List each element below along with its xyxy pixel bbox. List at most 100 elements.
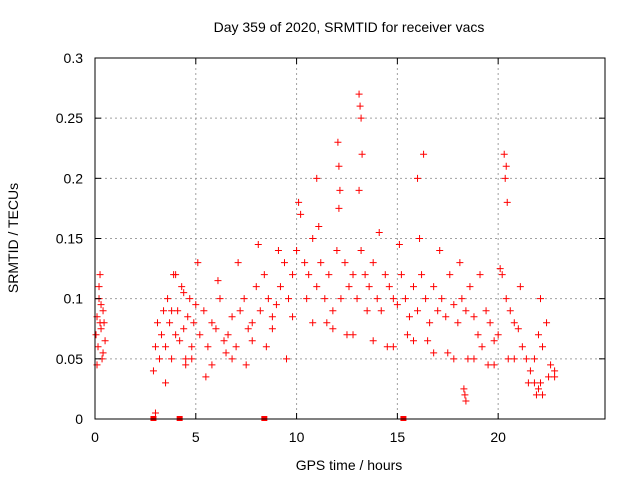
data-point <box>293 247 301 255</box>
data-point <box>514 325 522 333</box>
data-point <box>504 355 512 363</box>
data-point <box>381 271 389 279</box>
y-tick-label: 0.15 <box>56 231 83 247</box>
data-point <box>462 307 470 315</box>
data-point <box>416 235 424 242</box>
data-point <box>236 307 244 315</box>
data-point <box>276 283 284 291</box>
data-point <box>464 355 472 363</box>
data-point <box>524 379 532 387</box>
data-point <box>162 379 170 387</box>
data-point <box>539 391 547 399</box>
data-point <box>99 349 107 357</box>
data-point <box>248 337 256 345</box>
data-point <box>522 355 530 363</box>
data-point <box>458 295 466 303</box>
data-point <box>94 343 102 351</box>
data-point <box>461 391 469 399</box>
data-point <box>153 319 161 327</box>
data-point <box>160 307 168 315</box>
data-point <box>264 295 272 303</box>
grid-lines <box>95 58 605 419</box>
data-point <box>315 222 323 230</box>
data-point <box>430 283 438 291</box>
data-point <box>358 150 366 158</box>
data-point <box>335 204 343 212</box>
data-point <box>502 295 510 303</box>
data-point <box>446 271 454 279</box>
data-point <box>496 265 504 273</box>
data-point <box>539 343 547 351</box>
data-point <box>466 283 474 291</box>
data-point <box>470 313 478 321</box>
data-point <box>530 355 538 363</box>
data-point <box>510 319 518 327</box>
data-point <box>325 271 333 279</box>
data-point <box>162 343 170 351</box>
data-point <box>174 307 182 315</box>
data-point <box>151 409 159 417</box>
data-point <box>503 198 511 206</box>
data-point <box>534 331 542 339</box>
data-point <box>228 313 236 321</box>
data-point <box>164 295 172 303</box>
data-point <box>180 289 188 297</box>
data-point <box>484 361 492 369</box>
data-point <box>182 361 190 369</box>
data-point <box>252 283 260 291</box>
data-point <box>494 331 502 339</box>
data-point <box>208 319 216 327</box>
data-point <box>393 301 401 309</box>
data-point <box>297 210 305 218</box>
data-point <box>414 174 422 182</box>
data-point <box>176 337 184 345</box>
data-point <box>501 174 509 182</box>
data-point <box>329 325 337 333</box>
y-axis: 0 0.05 0.1 0.15 0.2 0.25 0.3 <box>56 50 605 427</box>
x-tick-label: 5 <box>192 429 200 445</box>
data-point <box>442 313 450 321</box>
data-point <box>498 271 506 279</box>
data-point <box>450 301 458 309</box>
data-point <box>518 343 526 351</box>
data-point <box>409 283 417 291</box>
data-point <box>334 138 342 146</box>
data-point <box>377 307 385 315</box>
data-point <box>168 307 176 315</box>
data-point <box>547 361 555 369</box>
data-point <box>262 343 270 351</box>
data-point <box>240 295 248 303</box>
data-point <box>389 295 397 303</box>
data-point <box>414 307 422 315</box>
data-point <box>234 259 242 267</box>
data-point <box>426 319 434 327</box>
data-point <box>460 385 468 393</box>
data-point <box>248 319 256 327</box>
data-point <box>430 349 438 357</box>
data-point <box>490 361 498 369</box>
data-point <box>95 283 103 291</box>
data-point <box>357 247 365 255</box>
data-point <box>438 295 446 303</box>
data-point <box>99 307 107 315</box>
data-point <box>353 295 361 303</box>
data-point <box>355 90 363 98</box>
data-point <box>543 319 551 327</box>
data-point <box>349 331 357 339</box>
data-point <box>289 313 297 321</box>
data-point <box>184 313 192 321</box>
data-point <box>336 186 344 194</box>
data-point <box>403 331 411 339</box>
data-point <box>335 162 343 170</box>
data-point <box>190 319 198 327</box>
data-point <box>444 349 452 357</box>
chart-title: Day 359 of 2020, SRMTID for receiver vac… <box>214 19 485 35</box>
data-point <box>313 283 321 291</box>
data-point <box>337 295 345 303</box>
data-point <box>357 114 365 122</box>
data-point <box>530 379 538 387</box>
data-point <box>401 295 409 303</box>
x-tick-label: 10 <box>289 429 305 445</box>
data-point <box>158 331 166 339</box>
